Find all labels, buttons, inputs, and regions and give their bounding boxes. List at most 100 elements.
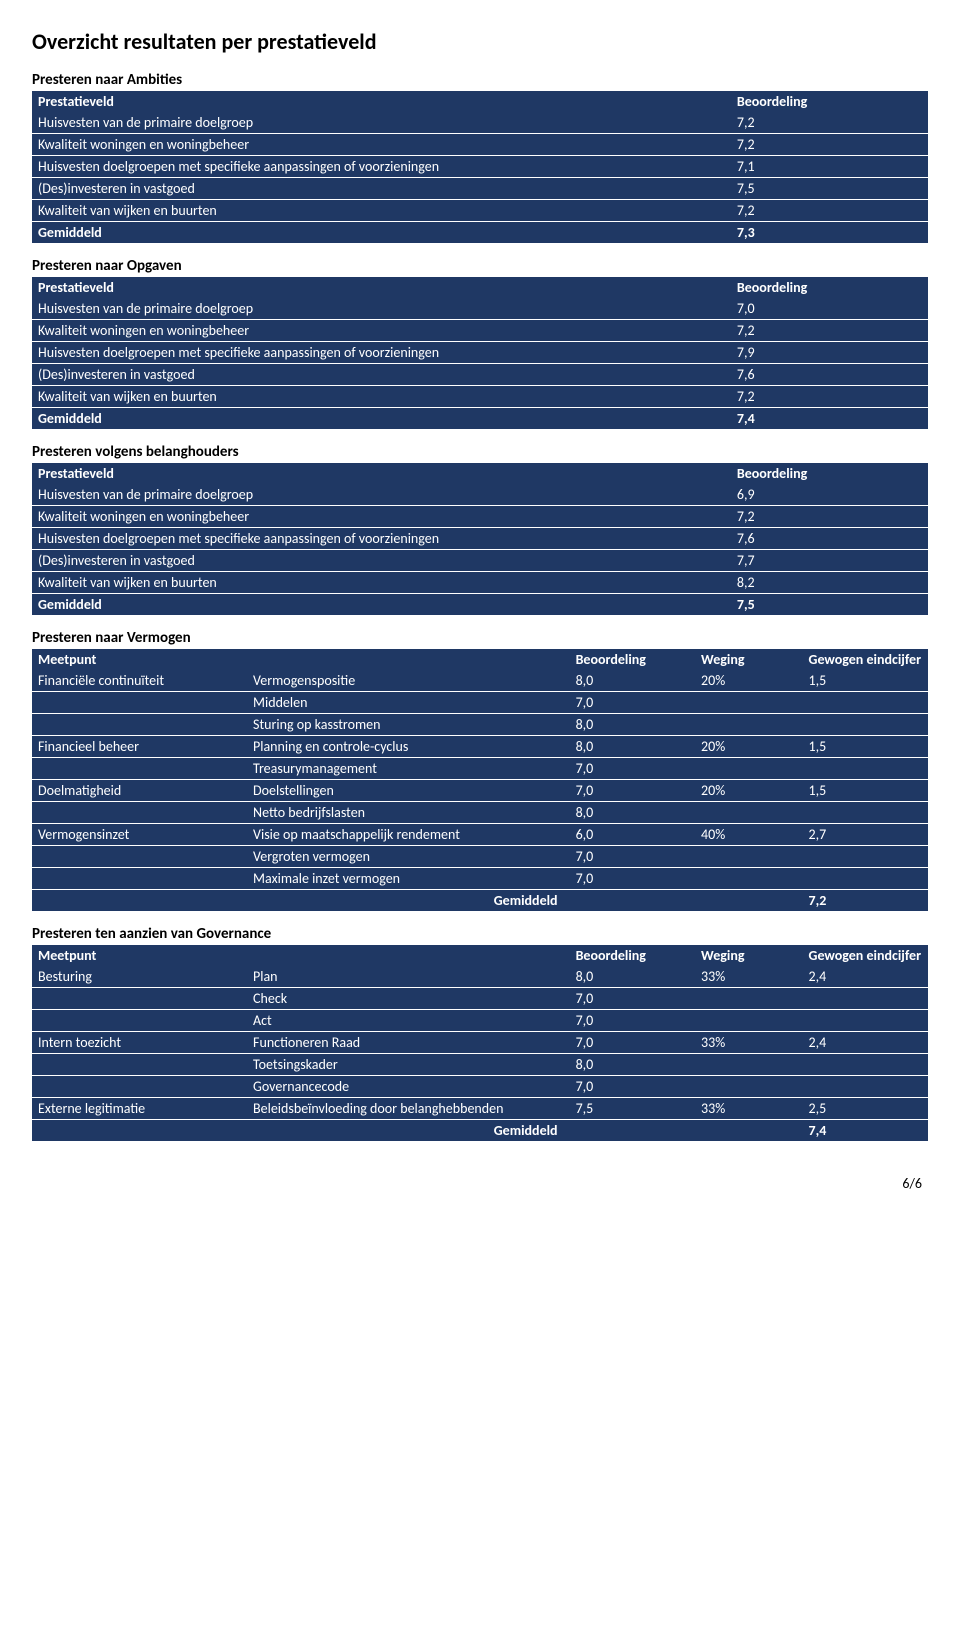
cell-c2: Plan xyxy=(247,966,570,988)
row-label: Huisvesten van de primaire doelgroep xyxy=(32,112,731,134)
avg-empty xyxy=(695,1120,803,1142)
header-label: Prestatieveld xyxy=(32,463,731,484)
cell-c3: 8,0 xyxy=(570,714,695,736)
cell-c3: 6,0 xyxy=(570,824,695,846)
table-row: Huisvesten doelgroepen met specifieke aa… xyxy=(32,156,928,178)
cell-c1 xyxy=(32,692,247,714)
row-label: Kwaliteit woningen en woningbeheer xyxy=(32,506,731,528)
header-c5: Gewogen eindcijfer xyxy=(803,945,928,966)
row-score: 7,0 xyxy=(731,298,928,320)
table-row: Financiële continuïteitVermogenspositie8… xyxy=(32,670,928,692)
cell-c3: 8,0 xyxy=(570,802,695,824)
table-row: Kwaliteit van wijken en buurten7,2 xyxy=(32,200,928,222)
cell-c2: Middelen xyxy=(247,692,570,714)
cell-c1 xyxy=(32,868,247,890)
cell-c5: 1,5 xyxy=(803,736,928,758)
cell-c1: Intern toezicht xyxy=(32,1032,247,1054)
table-header-row: PrestatieveldBeoordeling xyxy=(32,277,928,298)
simple-table: PrestatieveldBeoordelingHuisvesten van d… xyxy=(32,463,928,615)
row-label: (Des)investeren in vastgoed xyxy=(32,178,731,200)
cell-c2: Vermogenspositie xyxy=(247,670,570,692)
cell-c1 xyxy=(32,846,247,868)
section-block: Presteren ten aanzien van GovernanceMeet… xyxy=(32,925,928,1141)
cell-c1 xyxy=(32,1076,247,1098)
row-label: Huisvesten doelgroepen met specifieke aa… xyxy=(32,342,731,364)
section-title: Presteren naar Ambities xyxy=(32,71,928,89)
cell-c2: Governancecode xyxy=(247,1076,570,1098)
cell-c5 xyxy=(803,988,928,1010)
avg-label: Gemiddeld xyxy=(247,890,570,912)
header-score: Beoordeling xyxy=(731,91,928,112)
cell-c1: Vermogensinzet xyxy=(32,824,247,846)
cell-c5: 2,4 xyxy=(803,966,928,988)
header-c2 xyxy=(247,649,570,670)
table-row: (Des)investeren in vastgoed7,5 xyxy=(32,178,928,200)
cell-c1 xyxy=(32,714,247,736)
section-title: Presteren naar Vermogen xyxy=(32,629,928,647)
cell-c3: 7,0 xyxy=(570,868,695,890)
cell-c5 xyxy=(803,714,928,736)
avg-score: 7,5 xyxy=(731,594,928,616)
section-block: Presteren volgens belanghouders Prestatie… xyxy=(32,443,928,615)
cell-c5: 2,5 xyxy=(803,1098,928,1120)
avg-empty xyxy=(695,890,803,912)
cell-c1 xyxy=(32,988,247,1010)
cell-c2: Netto bedrijfslasten xyxy=(247,802,570,824)
page-number: 6/6 xyxy=(32,1175,928,1192)
cell-c5 xyxy=(803,1010,928,1032)
table-row: Huisvesten doelgroepen met specifieke aa… xyxy=(32,528,928,550)
table-row: Kwaliteit woningen en woningbeheer7,2 xyxy=(32,506,928,528)
cell-c5 xyxy=(803,802,928,824)
header-score: Beoordeling xyxy=(731,277,928,298)
row-score: 7,9 xyxy=(731,342,928,364)
table-row: Governancecode7,0 xyxy=(32,1076,928,1098)
cell-c2: Visie op maatschappelijk rendement xyxy=(247,824,570,846)
cell-c4 xyxy=(695,1076,803,1098)
avg-label: Gemiddeld xyxy=(32,222,731,244)
table-header-row: PrestatieveldBeoordeling xyxy=(32,463,928,484)
table-row: Huisvesten van de primaire doelgroep7,2 xyxy=(32,112,928,134)
table-row: Externe legitimatieBeleidsbeïnvloeding d… xyxy=(32,1098,928,1120)
cell-c2: Check xyxy=(247,988,570,1010)
section-title: Presteren volgens belanghouders xyxy=(32,443,928,461)
cell-c3: 8,0 xyxy=(570,736,695,758)
row-score: 7,2 xyxy=(731,134,928,156)
cell-c5: 1,5 xyxy=(803,670,928,692)
row-score: 8,2 xyxy=(731,572,928,594)
wide-table: MeetpuntBeoordelingWegingGewogen eindcij… xyxy=(32,649,928,911)
cell-c5: 2,4 xyxy=(803,1032,928,1054)
header-label: Prestatieveld xyxy=(32,277,731,298)
row-label: Huisvesten van de primaire doelgroep xyxy=(32,484,731,506)
cell-c1: Besturing xyxy=(32,966,247,988)
cell-c3: 7,0 xyxy=(570,1010,695,1032)
header-c4: Weging xyxy=(695,649,803,670)
avg-empty xyxy=(32,1120,247,1142)
avg-empty xyxy=(32,890,247,912)
cell-c2: Doelstellingen xyxy=(247,780,570,802)
wide-table: MeetpuntBeoordelingWegingGewogen eindcij… xyxy=(32,945,928,1141)
cell-c2: Sturing op kasstromen xyxy=(247,714,570,736)
header-c4: Weging xyxy=(695,945,803,966)
cell-c4 xyxy=(695,1010,803,1032)
cell-c3: 8,0 xyxy=(570,670,695,692)
table-row: Intern toezichtFunctioneren Raad7,033%2,… xyxy=(32,1032,928,1054)
avg-row: Gemiddeld7,4 xyxy=(32,1120,928,1142)
header-c1: Meetpunt xyxy=(32,649,247,670)
table-row: Kwaliteit woningen en woningbeheer7,2 xyxy=(32,134,928,156)
table-header-row: MeetpuntBeoordelingWegingGewogen eindcij… xyxy=(32,649,928,670)
cell-c1: Financiële continuïteit xyxy=(32,670,247,692)
cell-c3: 7,0 xyxy=(570,846,695,868)
table-row: VermogensinzetVisie op maatschappelijk r… xyxy=(32,824,928,846)
cell-c1 xyxy=(32,1054,247,1076)
row-score: 7,2 xyxy=(731,200,928,222)
table-row: (Des)investeren in vastgoed7,6 xyxy=(32,364,928,386)
cell-c5 xyxy=(803,846,928,868)
section-block: Presteren naar AmbitiesPrestatieveldBeoo… xyxy=(32,71,928,243)
row-label: Huisvesten van de primaire doelgroep xyxy=(32,298,731,320)
cell-c3: 7,0 xyxy=(570,1076,695,1098)
row-score: 7,5 xyxy=(731,178,928,200)
cell-c4 xyxy=(695,714,803,736)
cell-c5 xyxy=(803,868,928,890)
row-label: Kwaliteit van wijken en buurten xyxy=(32,572,731,594)
row-label: Kwaliteit woningen en woningbeheer xyxy=(32,134,731,156)
